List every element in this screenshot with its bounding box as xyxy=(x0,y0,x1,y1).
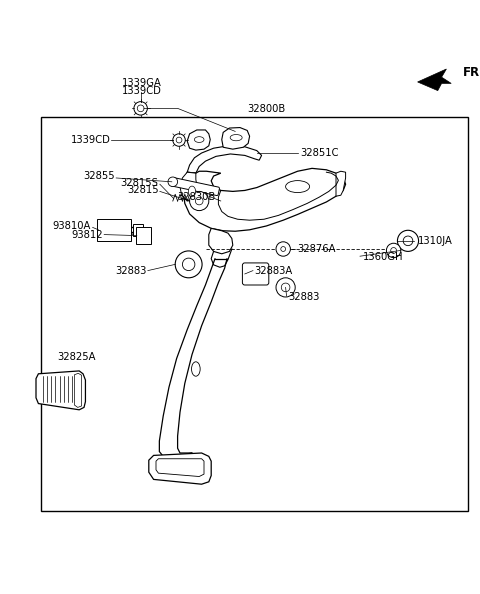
Polygon shape xyxy=(180,172,202,202)
Circle shape xyxy=(195,197,203,205)
Circle shape xyxy=(137,105,144,112)
Circle shape xyxy=(281,283,290,292)
Circle shape xyxy=(175,251,202,278)
Text: 1310JA: 1310JA xyxy=(418,236,453,246)
Text: 32883: 32883 xyxy=(288,292,319,302)
Text: 1339GA: 1339GA xyxy=(121,78,162,89)
Ellipse shape xyxy=(230,134,242,141)
Text: 1339CD: 1339CD xyxy=(71,135,110,145)
FancyBboxPatch shape xyxy=(242,263,269,285)
Ellipse shape xyxy=(192,362,200,376)
Circle shape xyxy=(397,230,419,251)
Text: 1339CD: 1339CD xyxy=(121,86,162,96)
Polygon shape xyxy=(209,228,233,254)
Polygon shape xyxy=(222,128,250,149)
Text: 32851C: 32851C xyxy=(300,148,338,158)
Text: 93810A: 93810A xyxy=(53,221,91,231)
Text: 32855: 32855 xyxy=(84,170,115,181)
Polygon shape xyxy=(187,146,262,173)
Ellipse shape xyxy=(188,186,196,197)
Polygon shape xyxy=(149,453,211,484)
Text: 32883: 32883 xyxy=(115,266,146,276)
FancyBboxPatch shape xyxy=(171,178,219,195)
Polygon shape xyxy=(156,459,204,476)
Ellipse shape xyxy=(194,137,204,143)
Ellipse shape xyxy=(286,181,310,192)
FancyBboxPatch shape xyxy=(97,219,131,241)
FancyBboxPatch shape xyxy=(136,228,151,244)
Circle shape xyxy=(403,236,413,246)
Circle shape xyxy=(386,243,401,258)
Text: 32815: 32815 xyxy=(127,185,158,195)
Polygon shape xyxy=(183,168,346,231)
Circle shape xyxy=(190,191,209,211)
Text: 93812: 93812 xyxy=(72,230,103,239)
FancyBboxPatch shape xyxy=(133,223,143,236)
Polygon shape xyxy=(336,171,346,196)
Text: 32825A: 32825A xyxy=(58,352,96,362)
Text: 32800B: 32800B xyxy=(247,104,286,114)
Text: 32815S: 32815S xyxy=(120,178,158,188)
Circle shape xyxy=(134,102,147,115)
Text: 32830B: 32830B xyxy=(178,192,216,202)
Circle shape xyxy=(173,134,185,146)
Text: FR.: FR. xyxy=(463,66,480,79)
Circle shape xyxy=(276,278,295,297)
Text: 1360GH: 1360GH xyxy=(362,252,403,262)
Polygon shape xyxy=(36,371,85,410)
Circle shape xyxy=(168,177,178,187)
Polygon shape xyxy=(418,69,451,91)
Circle shape xyxy=(391,248,396,253)
Text: 32883A: 32883A xyxy=(254,266,293,276)
Text: 32876A: 32876A xyxy=(298,244,336,254)
Polygon shape xyxy=(187,130,210,150)
Circle shape xyxy=(281,247,286,251)
Polygon shape xyxy=(74,373,82,407)
Bar xyxy=(41,117,468,511)
Circle shape xyxy=(276,242,290,256)
Circle shape xyxy=(182,258,195,271)
Circle shape xyxy=(176,137,182,143)
